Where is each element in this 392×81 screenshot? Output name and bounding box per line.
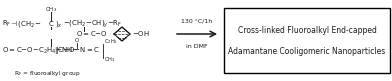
Text: CH$_3$: CH$_3$ — [104, 56, 116, 64]
Text: R$_\mathregular{F}$ = fluoroalkyl group: R$_\mathregular{F}$ = fluoroalkyl group — [14, 69, 81, 78]
Text: O$=$C$-$O$-$C$_2$H$_4$$-$NH$-$: O$=$C$-$O$-$C$_2$H$_4$$-$NH$-$ — [2, 46, 78, 56]
Text: $\dashv$(CH$_2$$-$: $\dashv$(CH$_2$$-$ — [9, 19, 41, 29]
Text: O$=$C$-$O: O$=$C$-$O — [76, 29, 108, 38]
Text: $-$(CH$_2$$-$CH)$_y$$-$R$_\mathregular{F}$: $-$(CH$_2$$-$CH)$_y$$-$R$_\mathregular{F… — [63, 18, 122, 30]
Text: $\Vert$C$-$O$-$N$=$C: $\Vert$C$-$O$-$N$=$C — [54, 46, 100, 57]
Text: C: C — [49, 21, 53, 27]
Text: 130 °C/1h: 130 °C/1h — [181, 18, 212, 23]
Text: in DMF: in DMF — [186, 44, 208, 49]
Text: )$_x$: )$_x$ — [55, 19, 63, 29]
Text: R$_\mathregular{F}$: R$_\mathregular{F}$ — [2, 19, 11, 29]
Text: Cross-linked Fluoroalkyl End-capped: Cross-linked Fluoroalkyl End-capped — [238, 26, 376, 35]
Text: Adamantane Cooligomeric Nanoparticles: Adamantane Cooligomeric Nanoparticles — [229, 47, 386, 56]
Text: O: O — [75, 38, 79, 43]
Bar — [224, 8, 390, 73]
Text: CH$_3$: CH$_3$ — [45, 6, 57, 14]
Text: $-$OH: $-$OH — [132, 29, 150, 38]
Text: C$_2$H$_5$: C$_2$H$_5$ — [104, 38, 118, 46]
